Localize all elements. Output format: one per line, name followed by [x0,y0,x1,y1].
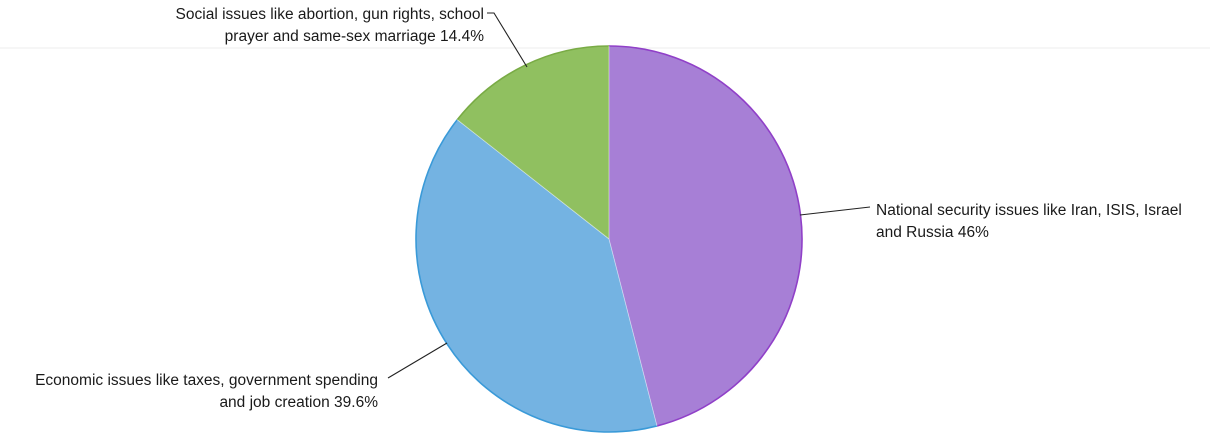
pie-slice-edge-1 [415,119,658,433]
pie-radial-edges [457,46,658,427]
leader-line-0 [799,206,871,216]
pie-leader-lines [387,12,871,379]
leader-line-1 [387,342,448,379]
slice-label-0-line-1: and Russia 46% [876,224,989,241]
radial-edge-2 [457,119,610,240]
slice-label-1-line-1: and job creation 39.6% [219,394,378,411]
pie-slice-2 [457,46,609,239]
pie-slice-edge-2 [456,45,610,121]
slice-label-2-line-0: Social issues like abortion, gun rights,… [176,6,484,23]
pie-slice-0 [609,45,803,426]
radial-edge-1 [608,238,658,427]
pie-slice-1 [415,119,657,433]
pie-slice-labels: National security issues like Iran, ISIS… [35,6,1182,411]
slice-label-0-line-0: National security issues like Iran, ISIS… [876,202,1182,219]
slice-label-2-line-1: prayer and same-sex marriage 14.4% [225,28,485,45]
slice-label-1-line-0: Economic issues like taxes, government s… [35,372,378,389]
leader-line-2 [487,12,528,68]
pie-slices [415,45,803,433]
